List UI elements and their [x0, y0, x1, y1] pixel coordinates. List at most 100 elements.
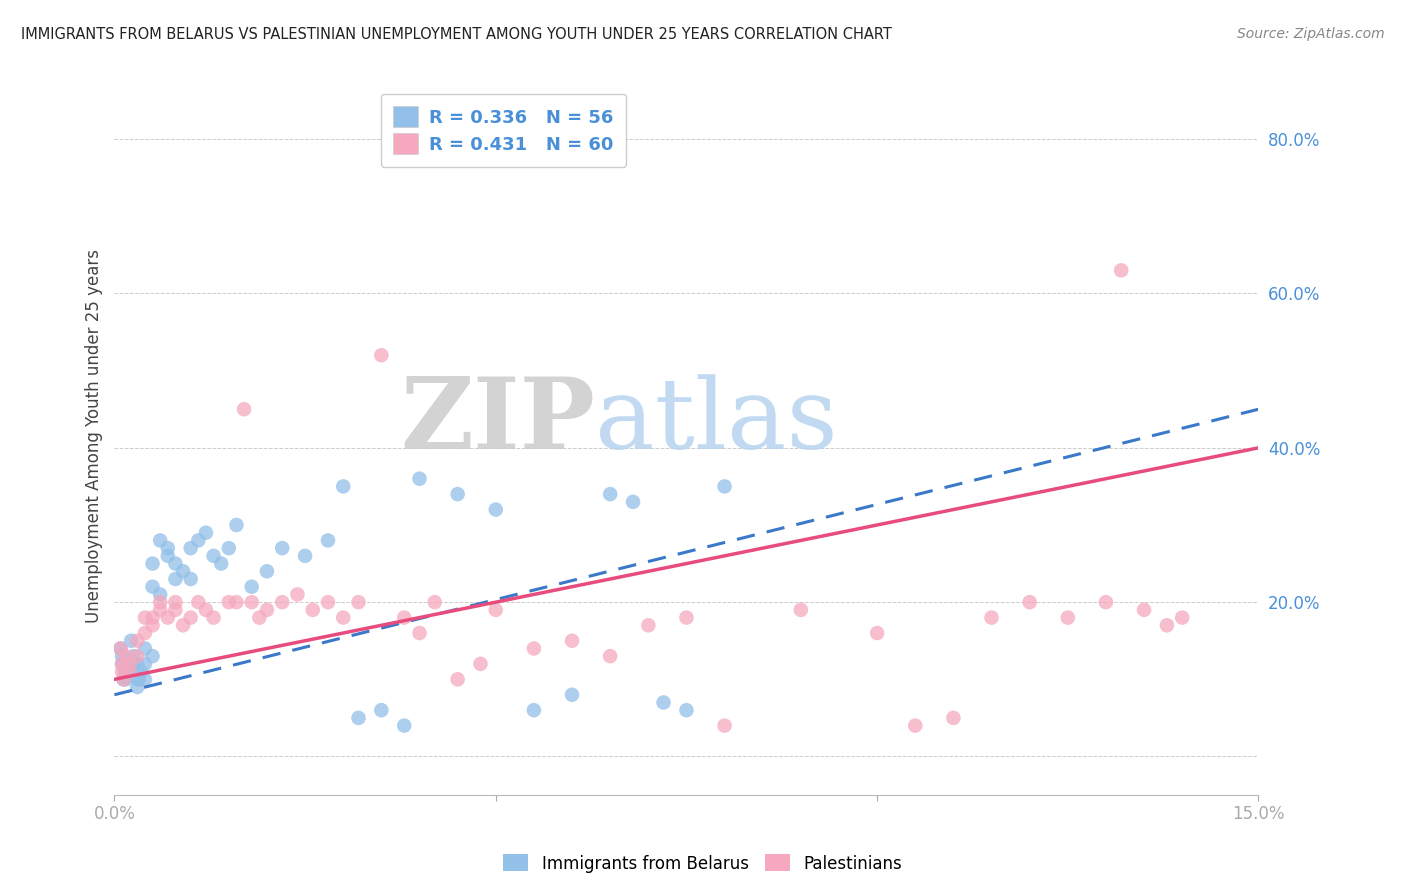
Point: [1156, 618, 1178, 632]
Point: [446, 673, 468, 687]
Point: [271, 541, 294, 556]
Point: [127, 680, 149, 694]
Point: [110, 641, 132, 656]
Point: [713, 718, 735, 732]
Point: [942, 711, 965, 725]
Point: [408, 626, 430, 640]
Point: [1018, 595, 1040, 609]
Point: [485, 603, 508, 617]
Point: [156, 610, 179, 624]
Point: [561, 688, 583, 702]
Point: [149, 587, 172, 601]
Point: [790, 603, 813, 617]
Point: [115, 673, 138, 687]
Point: [156, 541, 179, 556]
Legend: Immigrants from Belarus, Palestinians: Immigrants from Belarus, Palestinians: [496, 847, 910, 880]
Point: [394, 610, 416, 624]
Point: [111, 665, 134, 679]
Point: [149, 603, 172, 617]
Point: [180, 541, 202, 556]
Point: [165, 557, 187, 571]
Point: [134, 626, 156, 640]
Point: [347, 595, 370, 609]
Point: [218, 595, 240, 609]
Point: [218, 541, 240, 556]
Point: [110, 641, 132, 656]
Text: ZIP: ZIP: [401, 374, 595, 470]
Y-axis label: Unemployment Among Youth under 25 years: Unemployment Among Youth under 25 years: [86, 249, 103, 624]
Point: [149, 595, 172, 609]
Point: [118, 665, 141, 679]
Point: [713, 479, 735, 493]
Point: [172, 618, 194, 632]
Point: [423, 595, 446, 609]
Point: [652, 696, 675, 710]
Point: [202, 610, 225, 624]
Point: [172, 564, 194, 578]
Point: [180, 572, 202, 586]
Point: [271, 595, 294, 609]
Point: [127, 657, 149, 671]
Point: [112, 673, 135, 687]
Point: [561, 633, 583, 648]
Point: [866, 626, 889, 640]
Point: [256, 603, 278, 617]
Point: [332, 479, 354, 493]
Point: [1056, 610, 1078, 624]
Point: [675, 610, 697, 624]
Point: [111, 649, 134, 664]
Point: [165, 572, 187, 586]
Point: [621, 495, 644, 509]
Point: [141, 610, 163, 624]
Point: [120, 633, 142, 648]
Point: [127, 633, 149, 648]
Point: [675, 703, 697, 717]
Point: [111, 657, 134, 671]
Point: [1095, 595, 1118, 609]
Point: [141, 580, 163, 594]
Point: [112, 673, 135, 687]
Point: [1171, 610, 1194, 624]
Point: [637, 618, 659, 632]
Point: [446, 487, 468, 501]
Point: [134, 657, 156, 671]
Point: [118, 657, 141, 671]
Point: [247, 610, 270, 624]
Point: [599, 487, 621, 501]
Point: [180, 610, 202, 624]
Point: [980, 610, 1002, 624]
Point: [287, 587, 309, 601]
Point: [141, 649, 163, 664]
Point: [408, 472, 430, 486]
Point: [128, 673, 150, 687]
Point: [370, 703, 392, 717]
Point: [256, 564, 278, 578]
Point: [194, 603, 217, 617]
Point: [523, 703, 546, 717]
Point: [118, 665, 141, 679]
Point: [127, 649, 149, 664]
Point: [127, 673, 149, 687]
Point: [904, 718, 927, 732]
Point: [118, 657, 141, 671]
Point: [370, 348, 392, 362]
Point: [165, 595, 187, 609]
Point: [111, 657, 134, 671]
Point: [301, 603, 323, 617]
Point: [347, 711, 370, 725]
Point: [394, 718, 416, 732]
Point: [165, 603, 187, 617]
Point: [134, 641, 156, 656]
Point: [127, 665, 149, 679]
Point: [225, 595, 247, 609]
Point: [129, 665, 152, 679]
Point: [141, 557, 163, 571]
Point: [332, 610, 354, 624]
Text: Source: ZipAtlas.com: Source: ZipAtlas.com: [1237, 27, 1385, 41]
Point: [240, 580, 263, 594]
Point: [134, 610, 156, 624]
Point: [194, 525, 217, 540]
Point: [470, 657, 492, 671]
Point: [149, 533, 172, 548]
Point: [115, 649, 138, 664]
